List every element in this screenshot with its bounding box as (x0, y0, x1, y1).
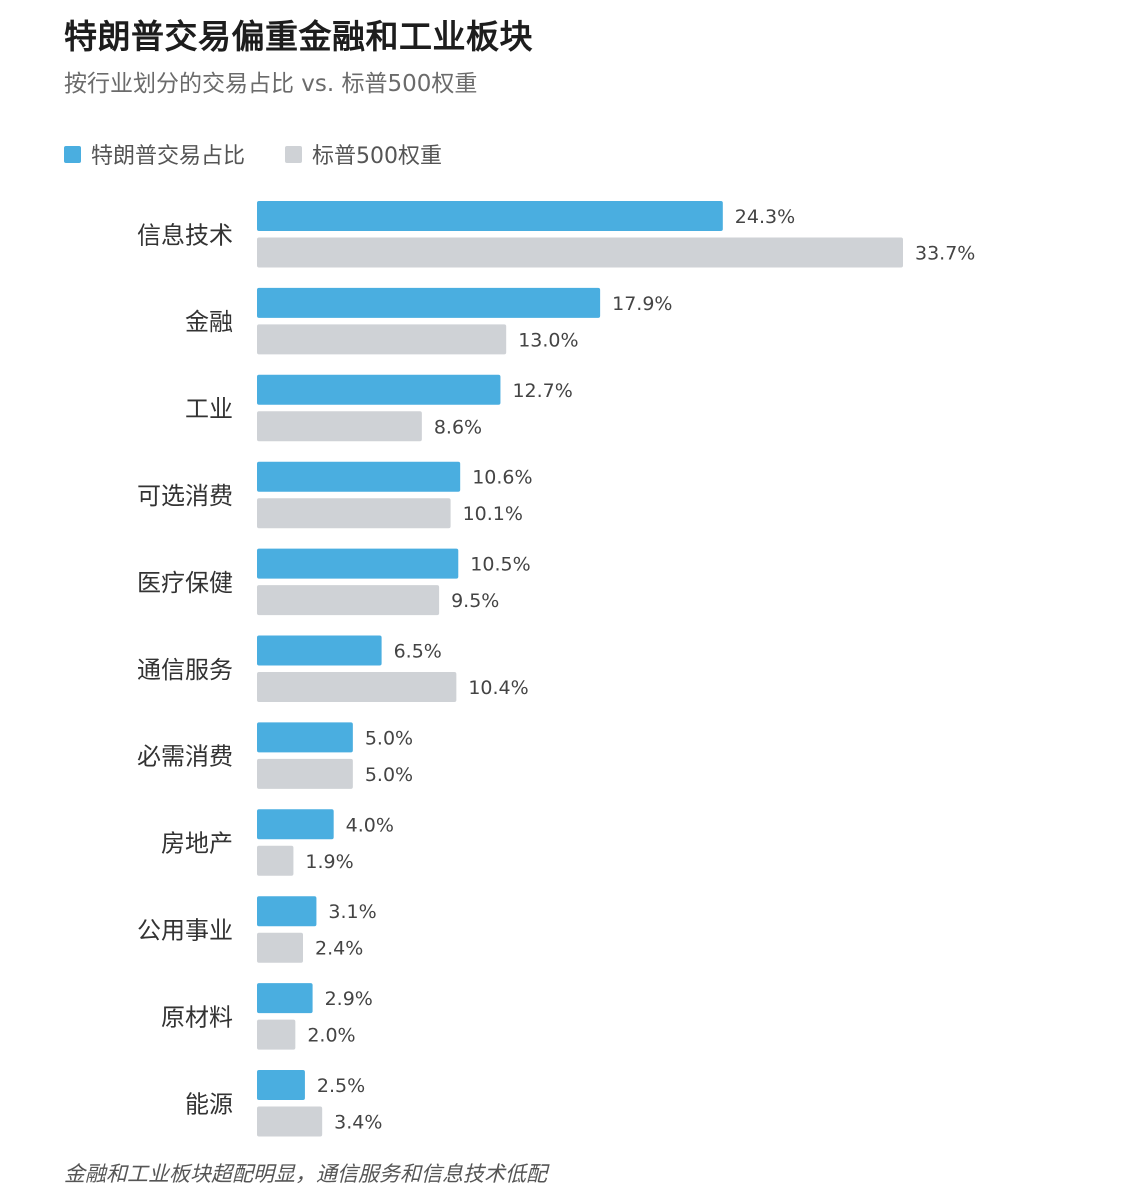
value-label-sp500: 10.4% (468, 677, 528, 699)
bar-trump (257, 635, 382, 666)
bar-sp500 (257, 672, 457, 702)
bar-trump (257, 809, 334, 840)
chart-subtitle: 按行业划分的交易占比 vs. 标普500权重 (64, 71, 478, 97)
bar-trump (257, 896, 317, 927)
bar-sp500 (257, 1106, 323, 1137)
bar-sp500 (257, 324, 507, 355)
category-label: 通信服务 (137, 656, 233, 684)
bar-trump (257, 1070, 305, 1100)
legend-item-sp500: 标普500权重 (285, 138, 442, 170)
bar-sp500 (257, 498, 451, 529)
legend-swatch-sp500 (285, 145, 303, 163)
bar-trump (257, 722, 353, 753)
category-label: 工业 (185, 395, 233, 423)
bar-sp500 (257, 758, 353, 789)
value-label-trump: 10.6% (472, 467, 532, 489)
bar-sp500 (257, 932, 304, 963)
value-label-trump: 12.7% (512, 380, 572, 402)
value-label-sp500: 2.0% (307, 1025, 355, 1047)
value-label-trump: 24.3% (735, 206, 795, 228)
value-label-sp500: 10.1% (463, 503, 523, 525)
legend: 特朗普交易占比 标普500权重 (64, 138, 482, 170)
value-label-trump: 4.0% (346, 814, 394, 836)
chart-title: 特朗普交易偏重金融和工业板块 (64, 17, 533, 56)
category-label: 房地产 (161, 830, 233, 858)
value-label-trump: 6.5% (394, 641, 442, 663)
category-label: 原材料 (161, 1003, 233, 1031)
bar-sp500 (257, 585, 440, 616)
category-label: 金融 (185, 308, 233, 336)
legend-label-sp500: 标普500权重 (312, 144, 443, 169)
value-label-trump: 10.5% (470, 554, 530, 576)
bar-sp500 (257, 237, 903, 268)
value-label-trump: 3.1% (328, 901, 376, 923)
value-label-sp500: 9.5% (451, 590, 499, 612)
bar-chart: 信息技术 24.3% 33.7% 金融 17.9% 13.0% 工业 12.7% 8.6% 可选消… (137, 201, 975, 1137)
legend-label-trump: 特朗普交易占比 (91, 144, 246, 169)
category-label: 必需消费 (137, 743, 233, 771)
value-label-sp500: 13.0% (518, 329, 578, 351)
value-label-sp500: 8.6% (434, 416, 482, 438)
value-label-sp500: 5.0% (365, 764, 413, 786)
chart-footnote: 金融和工业板块超配明显，通信服务和信息技术低配 (64, 1162, 547, 1186)
value-label-sp500: 1.9% (305, 851, 353, 873)
bar-sp500 (257, 411, 422, 442)
category-label: 信息技术 (137, 221, 233, 249)
value-label-trump: 5.0% (365, 727, 413, 749)
bar-trump (257, 201, 723, 231)
value-label-sp500: 33.7% (915, 243, 975, 265)
legend-item-trump: 特朗普交易占比 (64, 138, 245, 170)
value-label-trump: 17.9% (612, 293, 672, 315)
category-label: 医疗保健 (137, 569, 233, 597)
bar-trump (257, 548, 459, 579)
category-label: 公用事业 (137, 916, 233, 944)
bar-trump (257, 287, 601, 318)
bar-trump (257, 374, 501, 405)
value-label-sp500: 2.4% (315, 938, 363, 960)
bar-sp500 (257, 1019, 296, 1050)
bar-trump (257, 983, 313, 1014)
bar-trump (257, 461, 461, 492)
bar-sp500 (257, 845, 294, 876)
legend-swatch-trump (64, 145, 81, 163)
value-label-trump: 2.9% (325, 988, 373, 1010)
category-label: 能源 (185, 1090, 233, 1118)
category-label: 可选消费 (137, 482, 233, 510)
value-label-sp500: 3.4% (334, 1112, 382, 1134)
value-label-trump: 2.5% (317, 1075, 365, 1097)
